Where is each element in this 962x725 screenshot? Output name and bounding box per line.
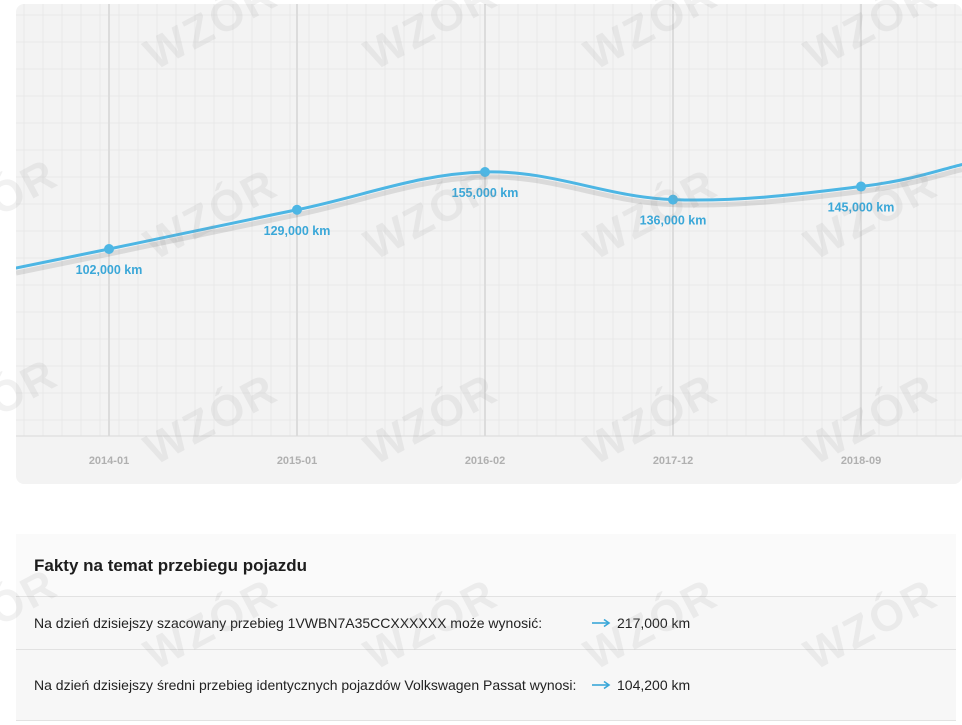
mileage-facts-panel: Fakty na temat przebiegu pojazdu Na dzie… xyxy=(16,534,956,721)
fact-row-average-mileage: Na dzień dzisiejszy średni przebieg iden… xyxy=(16,650,956,721)
x-tick-label: 2017-12 xyxy=(653,455,693,467)
data-label: 102,000 km xyxy=(76,263,143,277)
data-point xyxy=(292,204,302,215)
data-point xyxy=(856,181,866,192)
x-tick-label: 2016-02 xyxy=(465,455,505,467)
arrow-right-icon xyxy=(591,618,611,628)
fact-value: 104,200 km xyxy=(617,677,691,693)
data-label: 155,000 km xyxy=(452,186,519,200)
series-line xyxy=(16,163,962,270)
data-point xyxy=(104,244,114,254)
facts-title: Fakty na temat przebiegu pojazdu xyxy=(16,534,956,597)
fact-value: 217,000 km xyxy=(617,615,691,631)
data-label: 136,000 km xyxy=(640,214,707,228)
x-tick-label: 2015-01 xyxy=(277,455,317,467)
data-label: 129,000 km xyxy=(264,224,331,238)
arrow-right-icon xyxy=(591,680,611,690)
x-tick-label: 2014-01 xyxy=(89,455,129,467)
data-label: 145,000 km xyxy=(828,201,895,215)
fact-label: Na dzień dzisiejszy szacowany przebieg 1… xyxy=(34,615,543,631)
fact-label: Na dzień dzisiejszy średni przebieg iden… xyxy=(34,677,577,693)
data-point xyxy=(480,167,490,177)
mileage-chart: 102,000 km 129,000 km 155,000 km 136,000 km… xyxy=(16,4,962,484)
mileage-chart-svg: 102,000 km 129,000 km 155,000 km 136,000 km… xyxy=(16,4,962,467)
x-tick-label: 2018-09 xyxy=(841,455,881,467)
fact-row-estimated-mileage: Na dzień dzisiejszy szacowany przebieg 1… xyxy=(16,597,956,650)
data-point xyxy=(668,194,678,205)
